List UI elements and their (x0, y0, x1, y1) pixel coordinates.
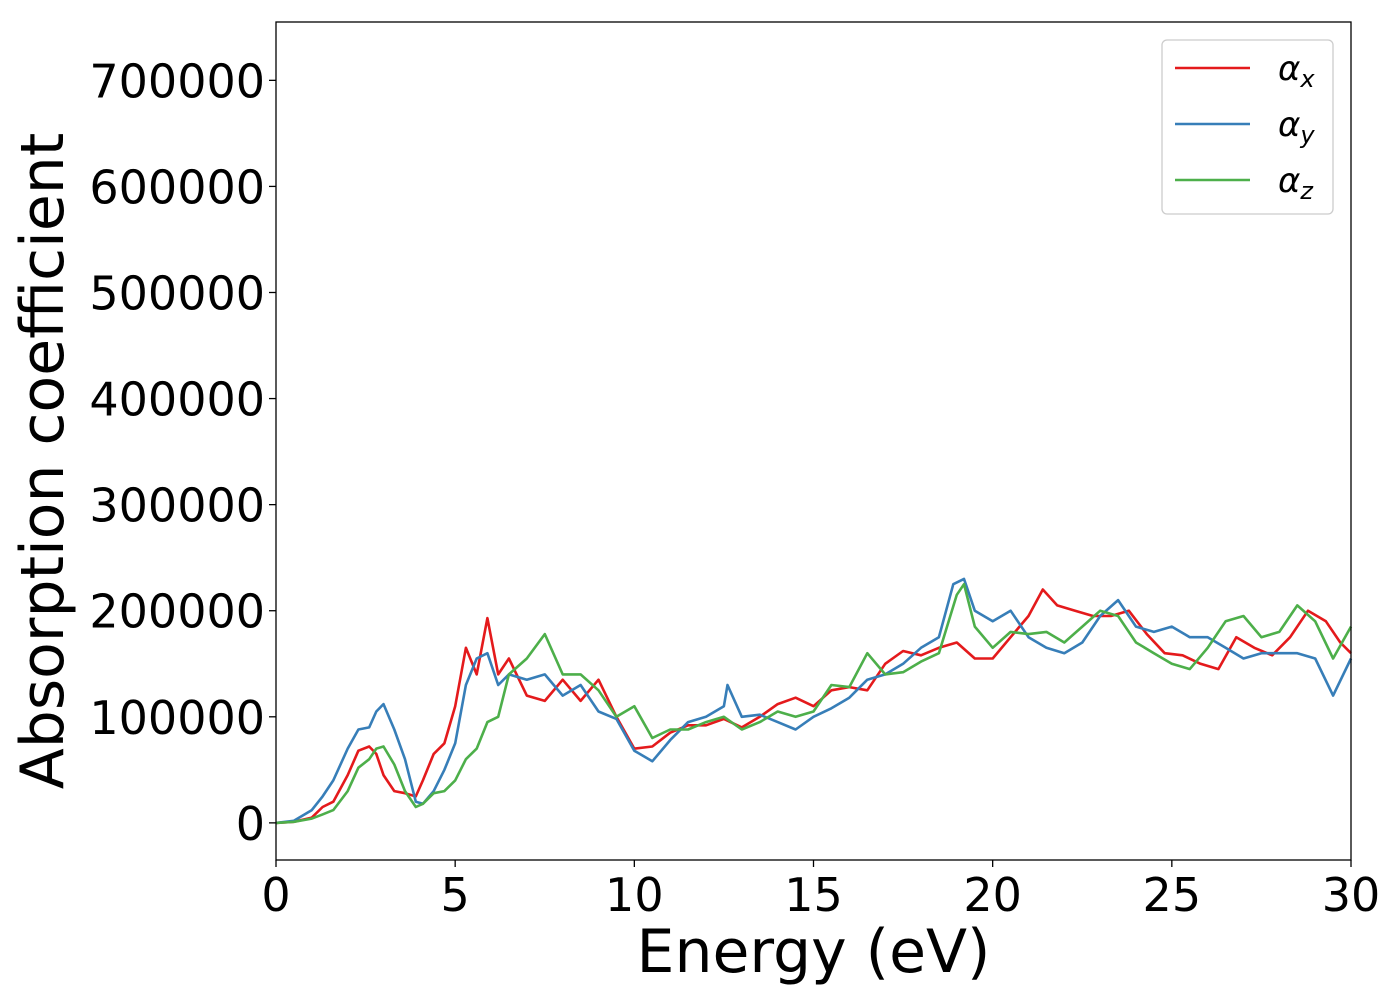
x-tick-label: 25 (1143, 868, 1202, 922)
legend-label-y: αy (1278, 105, 1315, 149)
y-tick-label: 100000 (89, 691, 265, 745)
x-tick-label: 30 (1322, 868, 1381, 922)
x-axis-title: Energy (eV) (637, 917, 991, 987)
x-axis: 0 5 10 15 20 25 30 (261, 860, 1380, 922)
y-tick-label: 400000 (89, 373, 265, 427)
x-tick-label: 20 (963, 868, 1022, 922)
y-axis: 0 100000 200000 300000 400000 500000 600000 700… (89, 54, 276, 851)
legend-label-z: αz (1278, 161, 1314, 205)
y-tick-label: 600000 (89, 160, 265, 214)
y-tick-label: 200000 (89, 585, 265, 639)
y-tick-label: 300000 (89, 479, 265, 533)
y-axis-title: Absorption coefficient (8, 133, 78, 790)
legend-frame (1161, 39, 1334, 215)
legend-label-x: αx (1278, 49, 1315, 93)
y-tick-label: 700000 (89, 54, 265, 108)
x-tick-label: 0 (261, 868, 290, 922)
series-line-x (275, 588, 1352, 825)
x-tick-label: 10 (605, 868, 664, 922)
x-tick-label: 15 (784, 868, 843, 922)
legend: αx αy αz (1161, 39, 1334, 215)
y-tick-label: 0 (236, 797, 265, 851)
x-tick-label: 5 (441, 868, 470, 922)
y-tick-label: 500000 (89, 266, 265, 320)
series-line-y (275, 577, 1353, 825)
series-line-z (275, 582, 1353, 825)
series-layer (275, 577, 1353, 825)
